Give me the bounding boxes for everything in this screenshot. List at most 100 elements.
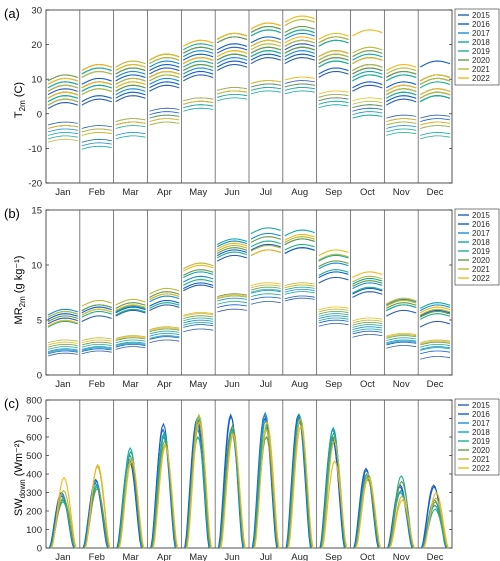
min-line-2022-Jul bbox=[250, 282, 281, 286]
legend-box bbox=[454, 208, 500, 286]
max-line-2019-Dec bbox=[419, 313, 451, 320]
x-tick-label: Mar bbox=[122, 379, 138, 390]
min-line-2021-Apr bbox=[149, 326, 180, 330]
min-line-2015-Nov bbox=[386, 114, 417, 119]
min-line-2015-May bbox=[183, 328, 214, 333]
min-line-2022-Feb bbox=[81, 131, 112, 136]
max-line-2020-Nov bbox=[386, 302, 417, 309]
y-tick-label: 15 bbox=[31, 206, 42, 217]
max-line-2019-May bbox=[183, 279, 214, 286]
max-line-2020-Jul bbox=[250, 236, 281, 243]
mean-line-2020-Mar bbox=[115, 84, 146, 92]
x-tick-label: Jul bbox=[260, 187, 272, 198]
min-line-2017-Feb bbox=[81, 142, 112, 147]
min-line-2022-May bbox=[183, 100, 214, 105]
x-tick-label: Jun bbox=[224, 552, 239, 561]
min-line-2019-Oct bbox=[352, 114, 383, 119]
max-line-2016-Feb bbox=[81, 77, 112, 85]
min-line-2021-Jun bbox=[217, 295, 248, 300]
mean-line-2021-Dec bbox=[419, 91, 451, 99]
max-line-2020-Mar bbox=[115, 67, 146, 75]
min-line-2016-Apr bbox=[149, 336, 180, 340]
max-line-2021-Oct bbox=[352, 275, 383, 283]
x-tick-label: Dec bbox=[427, 379, 444, 390]
max-line-2019-Jan bbox=[47, 81, 78, 89]
min-line-2022-Mar bbox=[115, 336, 146, 340]
mean-line-2021-Mar bbox=[115, 77, 146, 85]
mean-line-2020-Oct bbox=[352, 67, 383, 75]
max-line-2017-Mar bbox=[115, 70, 146, 78]
mean-line-2021-Sep bbox=[318, 53, 349, 61]
panel-c-tag: (c) bbox=[4, 396, 19, 411]
max-line-2020-Jun bbox=[216, 36, 248, 44]
max-line-2019-Jun bbox=[216, 251, 248, 259]
panel-a-ylabel: T2m (C) bbox=[13, 82, 27, 118]
legend-label-2020: 2020 bbox=[472, 56, 490, 65]
min-line-2021-Jun bbox=[217, 86, 248, 91]
min-line-2019-Aug bbox=[284, 86, 315, 91]
min-line-2017-May bbox=[183, 319, 214, 324]
min-line-2019-May bbox=[183, 104, 214, 109]
min-line-2018-Jan bbox=[47, 131, 78, 136]
max-line-2016-Jul bbox=[250, 36, 281, 44]
min-line-2022-Oct bbox=[352, 317, 383, 322]
mean-line-2019-Oct bbox=[352, 74, 383, 82]
sw-curve-2022-Oct bbox=[355, 476, 382, 549]
max-line-2021-Jul bbox=[250, 244, 281, 252]
min-line-2020-Dec bbox=[420, 341, 451, 346]
max-line-2016-Mar bbox=[115, 74, 146, 82]
mean-line-2022-Mar bbox=[115, 81, 146, 89]
mean-line-2016-Sep bbox=[318, 67, 349, 75]
min-line-2020-Feb bbox=[81, 341, 112, 346]
max-line-2016-Jul bbox=[250, 243, 281, 251]
x-tick-label: Sep bbox=[325, 552, 342, 561]
chart-0: -20 -10 0 10 20 30 Jan Feb Mar Apr May Jun Jul Aug Sep… bbox=[28, 6, 500, 198]
min-line-2017-Jan bbox=[47, 348, 78, 352]
panel-c: (c) SWdown (Wm⁻²) bbox=[4, 396, 27, 516]
x-tick-label: Dec bbox=[427, 187, 444, 198]
min-line-2021-Dec bbox=[420, 125, 451, 129]
x-tick-label: Jan bbox=[55, 379, 70, 390]
max-line-2017-Jul bbox=[250, 232, 281, 240]
min-line-2020-Jul bbox=[250, 286, 281, 291]
max-line-2019-Nov bbox=[386, 74, 417, 82]
legend-label-2015: 2015 bbox=[472, 11, 490, 20]
x-tick-label: Jul bbox=[260, 552, 272, 561]
x-tick-label: Apr bbox=[157, 552, 172, 561]
max-line-2017-Dec bbox=[419, 304, 451, 312]
series-2022 bbox=[47, 233, 451, 346]
mean-line-2015-Jun bbox=[216, 63, 248, 71]
max-line-2022-Jun bbox=[216, 32, 248, 40]
min-line-2019-Sep bbox=[318, 100, 349, 105]
min-line-2017-Nov bbox=[386, 339, 417, 344]
mean-line-2016-Apr bbox=[149, 81, 180, 89]
chart-1: 0 5 10 15 Jan Feb Mar Apr May Jun Jul Aug Sep Oct Nov D… bbox=[31, 206, 500, 390]
min-line-2015-Feb bbox=[81, 350, 112, 355]
max-line-2022-Oct bbox=[352, 29, 383, 37]
max-line-2022-May bbox=[183, 39, 214, 47]
legend-label-2021: 2021 bbox=[472, 65, 490, 74]
min-line-2016-Dec bbox=[420, 350, 451, 355]
panel-a-tag: (a) bbox=[4, 6, 20, 21]
min-line-2020-Jul bbox=[250, 83, 281, 88]
max-line-2019-Jul bbox=[250, 29, 281, 37]
min-line-2018-Sep bbox=[318, 104, 349, 109]
legend-label-2017: 2017 bbox=[472, 229, 490, 238]
min-line-2021-Nov bbox=[386, 334, 417, 338]
mean-line-2015-Aug bbox=[284, 57, 315, 65]
x-tick-label: Feb bbox=[89, 552, 105, 561]
max-line-2022-Jan bbox=[47, 319, 78, 327]
min-line-2021-Oct bbox=[352, 100, 383, 105]
series-2020 bbox=[47, 236, 451, 348]
y-tick-label: -20 bbox=[28, 179, 42, 190]
sw-curve-2022-Feb bbox=[85, 463, 111, 549]
min-line-2018-Oct bbox=[352, 328, 383, 333]
max-line-2015-Jun bbox=[216, 254, 248, 262]
max-line-2021-Jan bbox=[47, 310, 78, 318]
max-line-2022-Aug bbox=[284, 233, 315, 241]
mean-line-2015-Jul bbox=[250, 57, 281, 65]
max-line-2021-May bbox=[183, 262, 214, 270]
x-tick-label: Apr bbox=[157, 187, 172, 198]
min-line-2015-Jul bbox=[250, 301, 281, 305]
min-line-2019-Nov bbox=[386, 337, 417, 341]
